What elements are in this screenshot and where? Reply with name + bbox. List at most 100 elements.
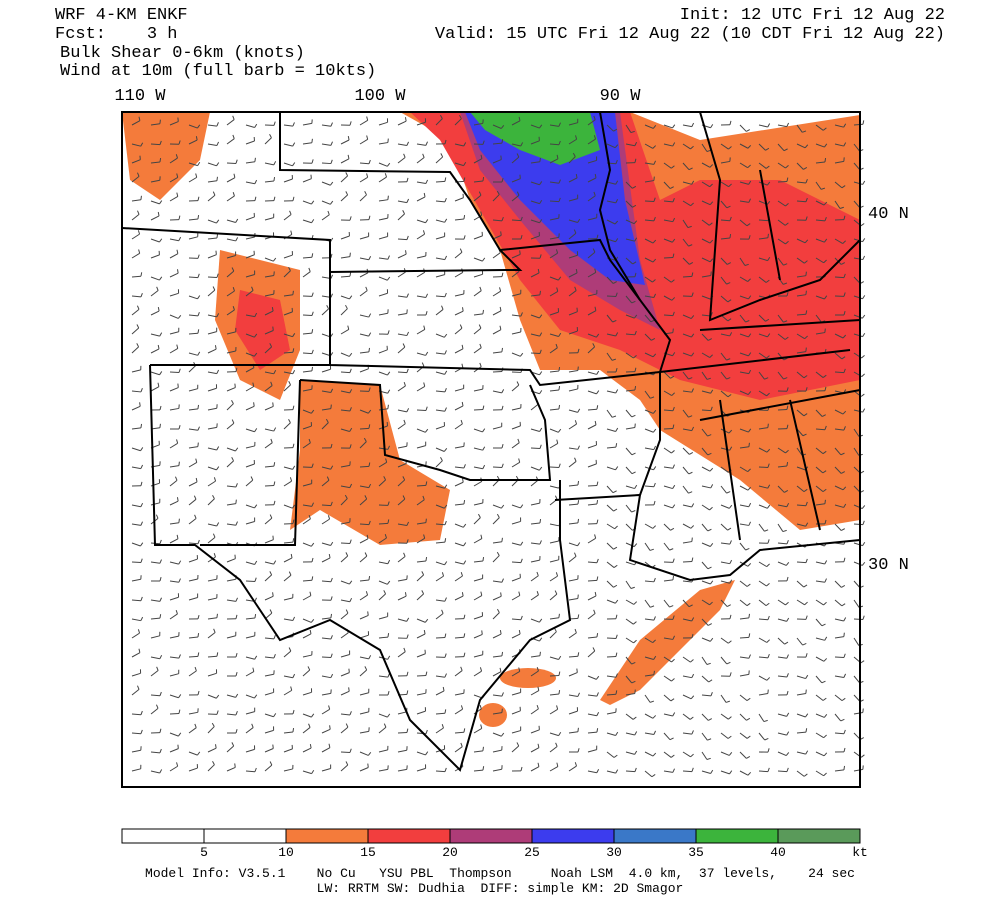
barb: [264, 293, 274, 297]
colorbar-tick-label: 30: [606, 845, 622, 860]
barb: [568, 632, 577, 639]
barb: [178, 694, 182, 699]
barb: [444, 653, 447, 658]
barb: [786, 767, 789, 772]
barb: [843, 747, 846, 752]
barb: [406, 634, 409, 639]
barb: [207, 617, 217, 620]
barb: [444, 255, 448, 260]
barb: [406, 671, 409, 676]
barb: [473, 158, 483, 164]
barb: [558, 690, 561, 695]
wind-barbs: [131, 114, 866, 778]
barb: [633, 355, 637, 359]
barb: [435, 561, 445, 566]
barb: [176, 249, 179, 254]
barb: [574, 457, 577, 462]
barb: [397, 711, 407, 715]
barb: [444, 197, 447, 203]
barb: [796, 485, 805, 493]
barb: [269, 514, 273, 519]
barb: [615, 427, 619, 432]
barb: [140, 596, 143, 601]
barb: [701, 713, 709, 721]
barb: [169, 272, 179, 278]
barb: [568, 503, 579, 506]
barb: [803, 488, 808, 493]
barb: [473, 257, 483, 262]
barb: [691, 388, 694, 393]
barb: [444, 218, 448, 223]
barb: [689, 452, 694, 455]
barb: [606, 770, 616, 774]
barb: [216, 122, 219, 127]
barb: [595, 675, 600, 680]
barb: [596, 333, 600, 338]
barb: [720, 352, 727, 361]
barb: [729, 672, 732, 677]
barb: [283, 541, 294, 544]
barb: [330, 501, 333, 506]
barb: [330, 596, 333, 601]
barb: [197, 215, 200, 220]
barb: [701, 504, 710, 511]
barb: [840, 718, 845, 722]
barb: [440, 153, 444, 158]
barb: [691, 180, 695, 185]
barb: [150, 386, 160, 392]
barb: [302, 618, 312, 623]
barb: [169, 348, 179, 354]
barb: [688, 415, 693, 418]
barb: [460, 742, 463, 747]
barb: [613, 508, 618, 512]
barb: [644, 390, 651, 399]
barb: [302, 388, 312, 392]
barb: [416, 295, 426, 298]
barb: [691, 352, 695, 357]
barb: [387, 633, 390, 638]
barb: [330, 274, 334, 279]
barb: [663, 162, 672, 169]
barb: [803, 584, 808, 588]
barb: [682, 713, 691, 720]
barb: [568, 765, 577, 772]
barb: [211, 722, 215, 727]
barb: [821, 623, 826, 627]
wind-label: Wind at 10m (full barb = 10kts): [60, 62, 376, 81]
state-borders: [121, 111, 861, 788]
barb: [340, 175, 348, 183]
barb: [435, 409, 445, 412]
barb: [592, 647, 596, 652]
barb: [649, 700, 655, 703]
barb: [631, 471, 636, 475]
barb: [805, 216, 808, 221]
barb: [473, 769, 484, 772]
barb: [682, 162, 690, 171]
barb: [520, 558, 523, 563]
barb: [140, 388, 143, 393]
barb: [131, 732, 142, 735]
barb: [728, 183, 732, 188]
barb: [207, 237, 217, 240]
barb: [383, 723, 387, 728]
barb: [625, 770, 636, 773]
barb: [606, 751, 615, 758]
barb: [672, 217, 676, 222]
barb: [720, 219, 731, 222]
barb: [435, 274, 445, 278]
barb: [596, 390, 600, 395]
barb: [288, 381, 291, 386]
barb: [644, 674, 654, 677]
barb: [245, 445, 255, 449]
barb: [292, 369, 296, 375]
barb: [516, 381, 520, 386]
barb: [473, 313, 483, 316]
barb: [536, 590, 539, 596]
barb: [663, 124, 673, 129]
barb: [131, 275, 142, 278]
barb: [587, 694, 597, 697]
barb: [672, 635, 676, 640]
barb: [558, 463, 561, 468]
barb: [441, 305, 444, 310]
barb: [150, 238, 160, 243]
